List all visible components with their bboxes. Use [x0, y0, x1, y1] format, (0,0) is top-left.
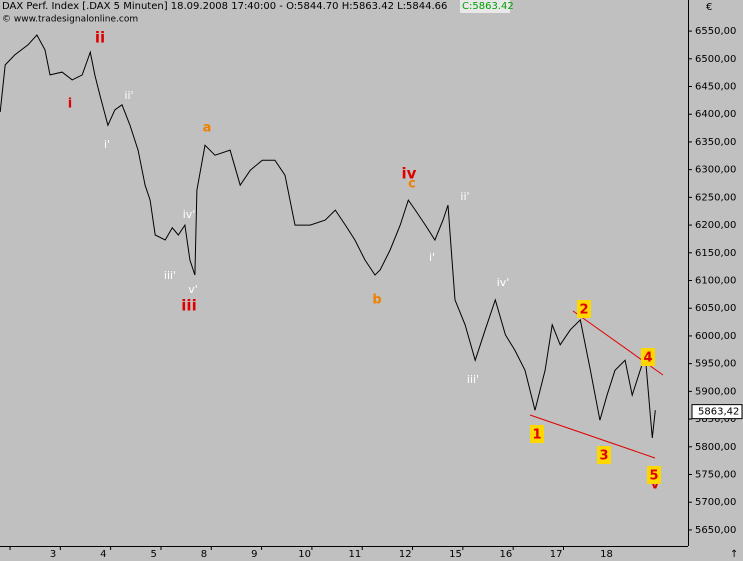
source-label: © www.tradesignalonline.com	[2, 15, 138, 25]
y-tick-label: 5650,00	[695, 525, 736, 536]
wave-label: iv	[402, 165, 417, 183]
x-tick-label: 8	[201, 549, 207, 560]
wave-label: i	[68, 97, 72, 112]
y-tick-label: 6300,00	[695, 165, 736, 176]
x-tick-label: 11	[349, 549, 362, 560]
wave-box	[597, 446, 611, 464]
wave-label: c	[408, 177, 416, 192]
wave-box-label: 1	[532, 428, 541, 443]
y-tick-label: 6150,00	[695, 248, 736, 259]
wave-label: iii'	[164, 269, 176, 282]
y-tick-label: 6250,00	[695, 192, 736, 203]
y-tick-label: 6000,00	[695, 331, 736, 342]
y-tick-label: 6550,00	[695, 26, 736, 37]
wave-label: iii	[181, 297, 196, 315]
wave-label: iv'	[497, 276, 510, 289]
trend-line	[529, 414, 656, 459]
y-tick-label: 6100,00	[695, 276, 736, 287]
wave-label: i'	[429, 251, 435, 264]
wave-label: v	[651, 478, 660, 493]
y-tick-label: 6500,00	[695, 54, 736, 65]
last-value-box	[691, 404, 743, 420]
y-tick-label: 5900,00	[695, 386, 736, 397]
x-tick-label: 10	[298, 549, 311, 560]
wave-label: iv'	[183, 208, 196, 221]
wave-label: b	[372, 293, 381, 308]
wave-box	[530, 425, 544, 443]
chart-title: DAX Perf. Index [.DAX 5 Minuten] 18.09.2…	[2, 1, 447, 12]
currency-label: €	[706, 2, 712, 13]
x-tick-label: 12	[399, 549, 412, 560]
y-tick-label: 5700,00	[695, 497, 736, 508]
x-tick-label: 16	[499, 549, 512, 560]
y-tick-label: 5750,00	[695, 469, 736, 480]
y-tick-label: 6400,00	[695, 109, 736, 120]
x-tick-label: 5	[150, 549, 156, 560]
wave-label: v'	[188, 283, 198, 296]
y-tick-label: 5950,00	[695, 359, 736, 370]
x-tick-label: 18	[600, 549, 613, 560]
wave-box-label: 2	[579, 303, 588, 318]
wave-box	[641, 348, 655, 366]
last-value-label: 5863,42	[698, 407, 739, 418]
wave-box	[647, 466, 661, 484]
corner-arrow: ↑	[730, 549, 738, 560]
y-tick-label: 5850,00	[695, 414, 736, 425]
close-label-bg	[460, 0, 510, 13]
y-tick-label: 6050,00	[695, 303, 736, 314]
wave-label: a	[203, 121, 212, 136]
y-tick-label: 5800,00	[695, 442, 736, 453]
y-tick-label: 6200,00	[695, 220, 736, 231]
close-label: C:5863.42	[462, 1, 514, 12]
x-tick-label: 3	[50, 549, 56, 560]
x-tick-label: 9	[251, 549, 257, 560]
wave-box	[577, 300, 591, 318]
wave-label: iii'	[467, 373, 479, 386]
wave-label: ii	[95, 29, 105, 47]
wave-box-label: 3	[599, 449, 608, 464]
x-tick-label: 4	[100, 549, 106, 560]
x-tick-label: 15	[449, 549, 462, 560]
wave-label: ii'	[460, 190, 469, 203]
y-tick-label: 6350,00	[695, 137, 736, 148]
wave-box-label: 4	[643, 351, 652, 366]
y-tick-label: 6450,00	[695, 82, 736, 93]
price-line	[0, 34, 656, 438]
wave-label: i'	[104, 138, 110, 151]
wave-box-label: 5	[649, 469, 658, 484]
wave-label: ii'	[124, 89, 133, 102]
x-tick-label: 17	[550, 549, 563, 560]
